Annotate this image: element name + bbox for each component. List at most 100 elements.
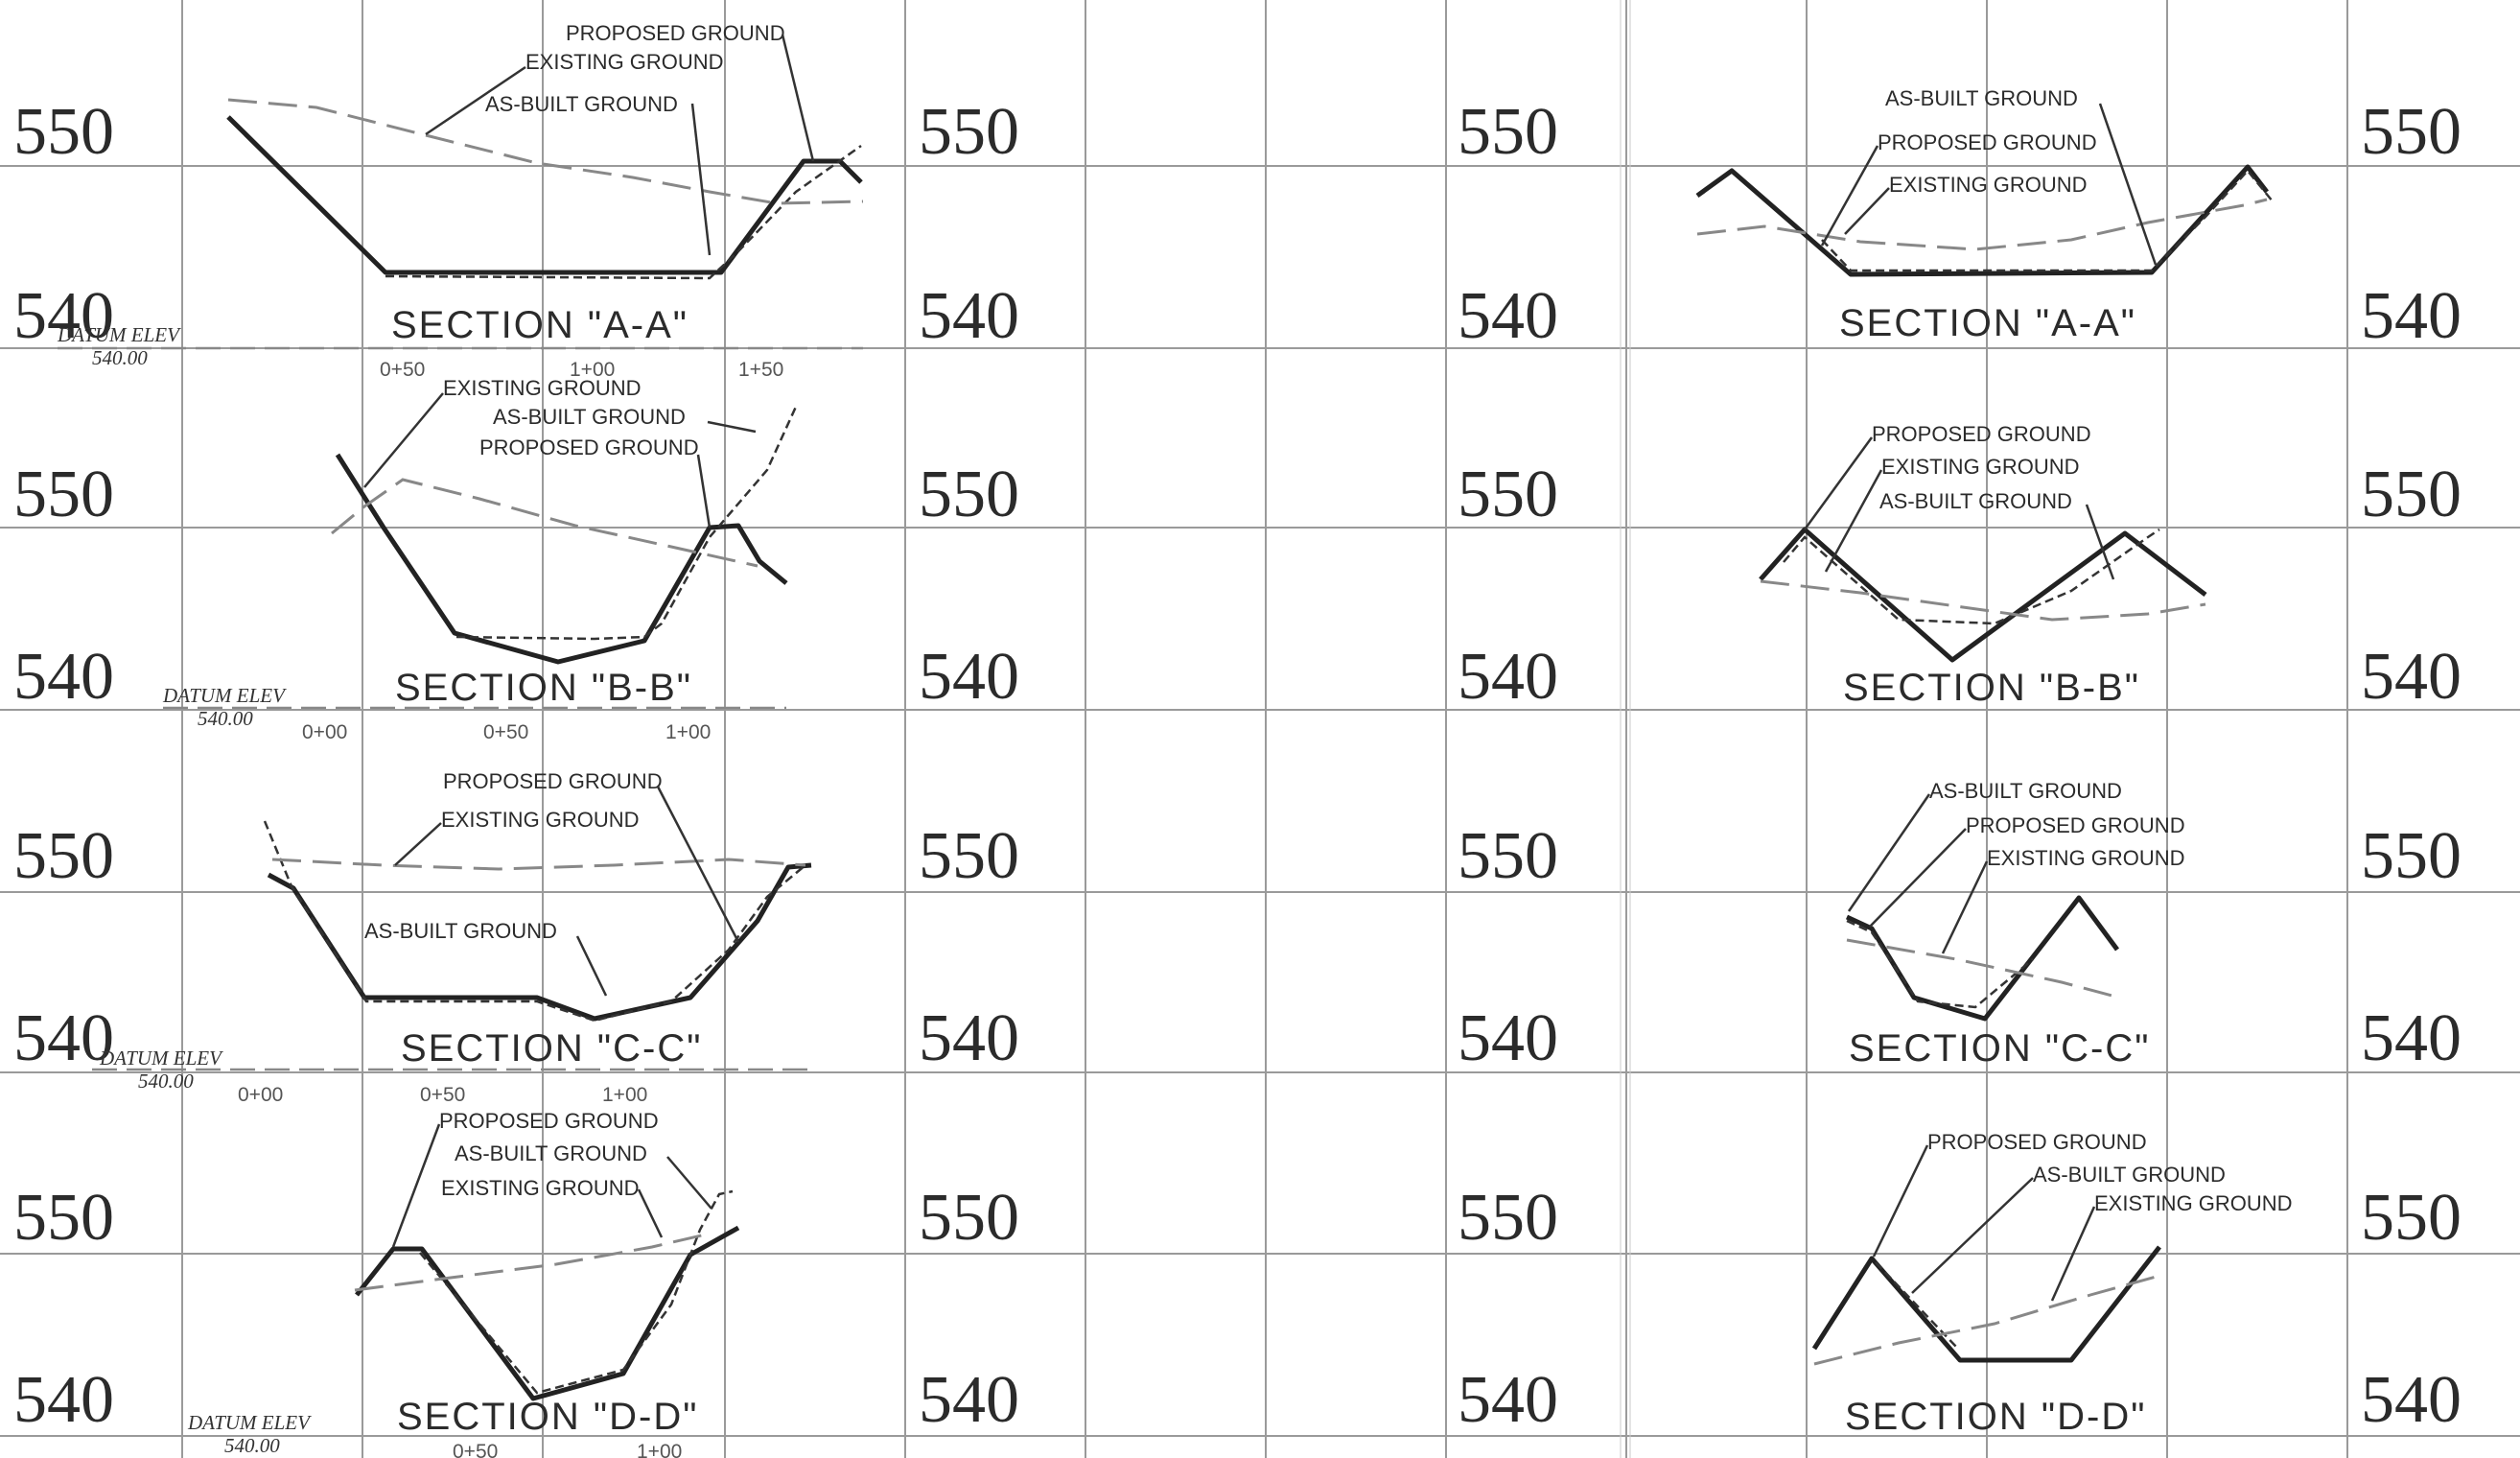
section-right-c: SECTION "C-C" AS-BUILT GROUND PROPOSED GRO…: [1845, 779, 2185, 1070]
as-built-ground-label: AS-BUILT GROUND: [2033, 1163, 2226, 1187]
leader-line: [2085, 504, 2115, 580]
leader-line: [696, 454, 712, 529]
elevation-label-550: 550: [13, 1181, 114, 1255]
proposed-ground-label: PROPOSED GROUND: [1878, 130, 2097, 154]
proposed-ground-line: [1695, 164, 2269, 277]
existing-ground-line: [227, 98, 864, 205]
section-title: SECTION "B-B": [1843, 667, 2140, 709]
leader-line: [363, 392, 444, 488]
elevation-label-540: 540: [1458, 1363, 1558, 1437]
station-label: 0+50: [380, 359, 425, 381]
existing-ground-line: [271, 858, 806, 871]
existing-ground-line: [1846, 938, 2120, 999]
leader-line: [690, 103, 712, 256]
leader-line: [1844, 187, 1890, 235]
elevation-label-540: 540: [1458, 1001, 1558, 1075]
elevation-label-550: 550: [1458, 458, 1558, 531]
datum-value: 540.00: [92, 346, 148, 369]
leader-line: [391, 1123, 441, 1248]
as-built-ground-line: [1846, 919, 2034, 1009]
elevation-label-540: 540: [2361, 1363, 2462, 1437]
proposed-ground-label: PROPOSED GROUND: [439, 1109, 659, 1133]
elevation-label-550: 550: [13, 95, 114, 169]
station-label: 0+50: [420, 1084, 465, 1106]
proposed-ground-label: PROPOSED GROUND: [443, 769, 663, 793]
elevation-label-540: 540: [13, 640, 114, 714]
datum-label: DATUM ELEV: [162, 684, 287, 707]
leader-line: [637, 1188, 664, 1238]
section-right-a: SECTION "A-A" AS-BUILT GROUND PROPOSED GRO…: [1695, 86, 2274, 344]
section-title: SECTION "C-C": [1849, 1027, 2150, 1070]
elevation-label-540: 540: [13, 279, 114, 353]
proposed-ground-label: PROPOSED GROUND: [1872, 422, 2091, 446]
station-label: 1+00: [637, 1441, 682, 1458]
leader-line: [394, 822, 442, 866]
as-built-ground-label: AS-BUILT GROUND: [1929, 779, 2122, 803]
section-right-b: SECTION "B-B" PROPOSED GROUND EXISTING GRO…: [1759, 422, 2207, 709]
elevation-label-540: 540: [919, 279, 1019, 353]
datum-value: 540.00: [198, 707, 253, 730]
elevation-label-550: 550: [2361, 458, 2462, 531]
leader-line: [1869, 828, 1967, 928]
section-title: SECTION "B-B": [395, 667, 692, 709]
datum-value: 540.00: [224, 1434, 280, 1457]
proposed-ground-label: PROPOSED GROUND: [1927, 1130, 2147, 1154]
section-title: SECTION "A-A": [1839, 302, 2136, 344]
station-label: 0+50: [483, 721, 528, 743]
datum-label: DATUM ELEV: [99, 1046, 223, 1070]
elevation-label-540: 540: [919, 1363, 1019, 1437]
existing-ground-label: EXISTING GROUND: [2094, 1191, 2293, 1215]
section-right-d: SECTION "D-D" PROPOSED GROUND AS-BUILT GRO…: [1811, 1130, 2293, 1438]
leader-line: [707, 420, 757, 434]
proposed-ground-label: PROPOSED GROUND: [1966, 813, 2185, 837]
as-built-ground-label: AS-BUILT GROUND: [1879, 489, 2072, 513]
elevation-label-550: 550: [13, 458, 114, 531]
elevation-label-540: 540: [13, 1001, 114, 1075]
as-built-ground-label: AS-BUILT GROUND: [1885, 86, 2078, 110]
station-label: 0+00: [238, 1084, 283, 1106]
existing-ground-line: [354, 1232, 711, 1292]
section-title: SECTION "D-D": [397, 1396, 698, 1438]
elevation-label-540: 540: [919, 1001, 1019, 1075]
existing-ground-label: EXISTING GROUND: [525, 50, 724, 74]
existing-ground-label: EXISTING GROUND: [443, 376, 642, 400]
station-label: 1+00: [602, 1084, 647, 1106]
elevation-label-540: 540: [1458, 279, 1558, 353]
leader-line: [575, 935, 608, 997]
elevation-label-550: 550: [919, 1181, 1019, 1255]
section-title: SECTION "C-C": [401, 1027, 702, 1070]
existing-ground-label: EXISTING GROUND: [1881, 455, 2080, 479]
existing-ground-line: [1813, 1274, 2160, 1366]
existing-ground-label: EXISTING GROUND: [1889, 173, 2088, 197]
existing-ground-line: [1696, 198, 2268, 251]
existing-ground-line: [331, 478, 758, 568]
existing-ground-line: [1760, 579, 2206, 622]
section-title: SECTION "D-D": [1845, 1396, 2146, 1438]
station-label: 0+00: [302, 721, 347, 743]
as-built-ground-label: AS-BUILT GROUND: [485, 92, 678, 116]
leader-line: [2050, 1206, 2096, 1302]
as-built-ground-line: [385, 144, 862, 280]
elevation-label-540: 540: [13, 1363, 114, 1437]
as-built-ground-label: AS-BUILT GROUND: [455, 1141, 647, 1165]
leader-line: [1941, 860, 1989, 954]
station-label: 1+00: [570, 359, 615, 381]
proposed-ground-label: PROPOSED GROUND: [479, 435, 699, 459]
leader-line: [1911, 1177, 2034, 1294]
leader-line: [656, 786, 740, 943]
elevation-label-540: 540: [2361, 640, 2462, 714]
elevation-label-550: 550: [2361, 1181, 2462, 1255]
as-built-ground-line: [419, 1189, 734, 1395]
proposed-ground-line: [1759, 527, 2207, 663]
elevation-label-540: 540: [2361, 279, 2462, 353]
as-built-ground-line: [263, 820, 806, 1023]
as-built-ground-label: AS-BUILT GROUND: [493, 405, 686, 429]
elevation-label-540: 540: [919, 640, 1019, 714]
elevation-label-550: 550: [919, 458, 1019, 531]
